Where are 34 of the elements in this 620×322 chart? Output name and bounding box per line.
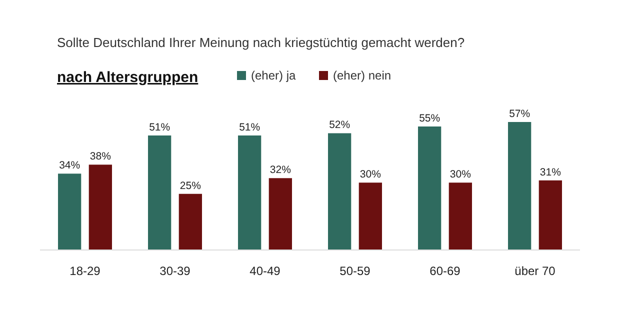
data-label: 38%	[90, 150, 111, 163]
x-tick-label: 50-59	[340, 264, 371, 278]
data-label: 30%	[450, 168, 471, 181]
bar	[538, 180, 562, 250]
data-label: 51%	[149, 121, 170, 134]
bar	[238, 135, 262, 250]
data-label: 51%	[239, 121, 260, 134]
bar	[58, 174, 82, 250]
bar	[328, 133, 352, 250]
chart-subtitle: nach Altersgruppen	[57, 69, 198, 86]
x-tick-label: 30-39	[160, 264, 191, 278]
x-tick-label: über 70	[514, 264, 556, 278]
bar	[88, 164, 112, 250]
legend-label: (eher) ja	[251, 68, 296, 82]
data-label: 32%	[270, 164, 291, 176]
data-label: 57%	[509, 108, 530, 120]
bar	[448, 182, 472, 250]
bar	[358, 182, 382, 250]
x-tick-label: 18-29	[70, 264, 101, 278]
x-tick-label: 40-49	[250, 264, 281, 278]
data-label: 55%	[419, 112, 440, 124]
data-label: 34%	[59, 160, 80, 172]
data-label: 30%	[360, 168, 381, 181]
data-label: 25%	[180, 180, 201, 192]
bar	[508, 122, 532, 250]
bar	[148, 135, 172, 250]
legend-label: (eher) nein	[333, 68, 392, 82]
x-tick-label: 60-69	[430, 264, 461, 278]
chart-title: Sollte Deutschland Ihrer Meinung nach kriegstüchtig gemacht werden?	[57, 35, 465, 50]
data-label: 52%	[329, 119, 350, 132]
bar	[418, 126, 442, 250]
bar	[268, 178, 292, 250]
data-label: 31%	[540, 166, 561, 178]
bar	[178, 194, 202, 250]
